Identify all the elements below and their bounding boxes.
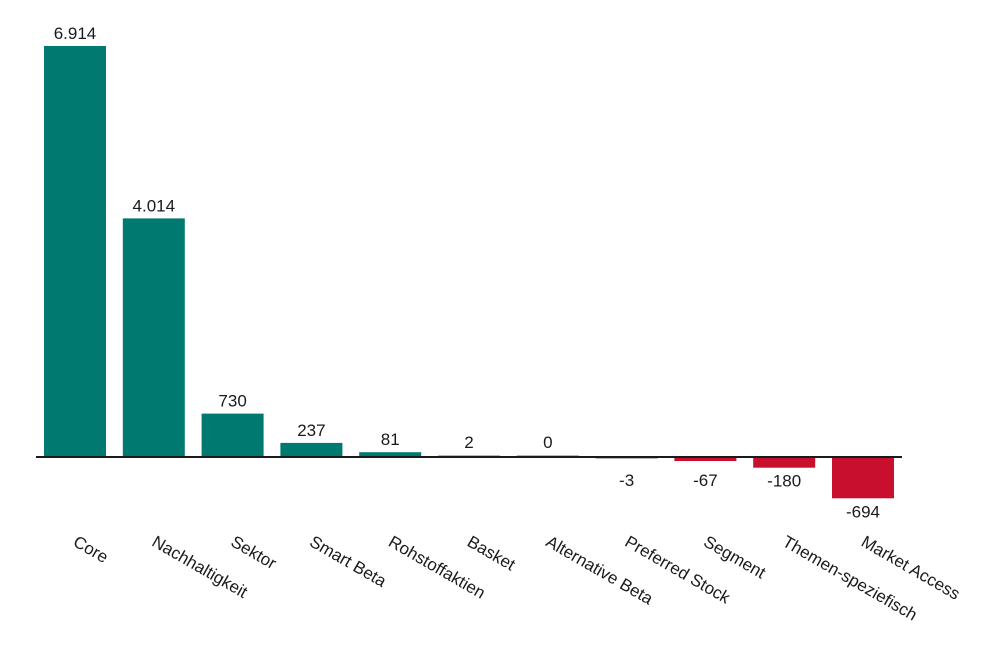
category-label: Basket [464,532,519,575]
bar-core [44,46,106,457]
bar-segment [674,457,737,461]
bar-rohstoffaktien [359,452,422,457]
value-label: -3 [619,471,634,490]
value-label: 81 [381,430,400,449]
category-label: Smart Beta [306,532,390,591]
category-label: Themen-speziefisch [779,532,920,625]
value-label: 2 [464,433,473,452]
bar-themen-speziefisch [753,457,816,468]
bar-market-access [832,457,894,499]
bar-smart-beta [280,442,343,457]
value-label: 6.914 [54,24,97,43]
value-label: 4.014 [133,196,176,215]
value-label: 237 [297,421,325,440]
category-label: Segment [700,532,769,583]
category-label: Sektor [228,532,280,573]
value-label: -180 [767,472,801,491]
bar-nachhaltigkeit [122,218,185,457]
category-label: Core [70,532,111,567]
value-label: 0 [543,433,552,452]
bars-group [44,46,894,499]
value-label: -694 [846,502,880,521]
bar-sektor [201,413,264,457]
value-labels-group: 6.914 4.014 730 237 81 2 0 -3 -67 -180 -694 [54,24,880,521]
value-label: 730 [218,392,246,411]
value-label: -67 [693,471,718,490]
